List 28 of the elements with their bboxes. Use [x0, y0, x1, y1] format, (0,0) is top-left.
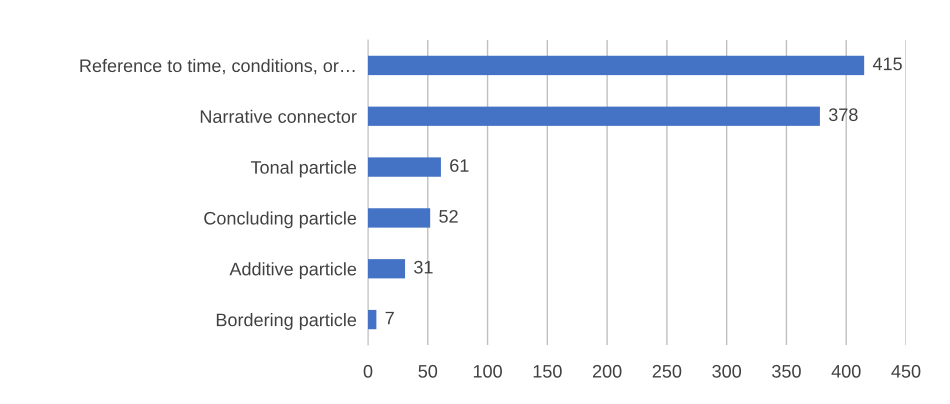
x-tick-label: 150: [534, 364, 562, 378]
bar: [368, 157, 441, 177]
x-tick-label: 300: [712, 364, 742, 378]
x-tick-label: 400: [832, 364, 861, 378]
y-tick-label: Tonal particle: [250, 160, 356, 178]
x-tick-label: 250: [652, 364, 682, 378]
bar: [368, 56, 864, 76]
y-tick-label: Reference to time, conditions, or…: [80, 58, 354, 74]
data-label: 61: [450, 159, 468, 172]
bar: [368, 208, 430, 228]
y-tick-label: Bordering particle: [216, 313, 356, 330]
bar: [368, 259, 406, 278]
data-label: 378: [828, 108, 858, 122]
data-label: 7: [386, 312, 394, 324]
x-tick-label: 450: [891, 364, 920, 378]
data-label: 31: [414, 260, 433, 274]
data-label: 52: [439, 210, 458, 223]
x-tick-label: 350: [772, 364, 801, 378]
x-tick-label: 0: [364, 364, 372, 378]
data-label: 415: [872, 58, 902, 70]
bar: [368, 106, 820, 126]
y-tick-label: Narrative connector: [200, 110, 357, 123]
y-tick-label: Concluding particle: [204, 211, 356, 228]
bar: [368, 310, 376, 330]
x-tick-label: 50: [418, 364, 438, 378]
x-tick-label: 100: [474, 364, 502, 378]
x-tick-label: 200: [592, 364, 622, 378]
y-tick-label: Additive particle: [229, 262, 356, 280]
